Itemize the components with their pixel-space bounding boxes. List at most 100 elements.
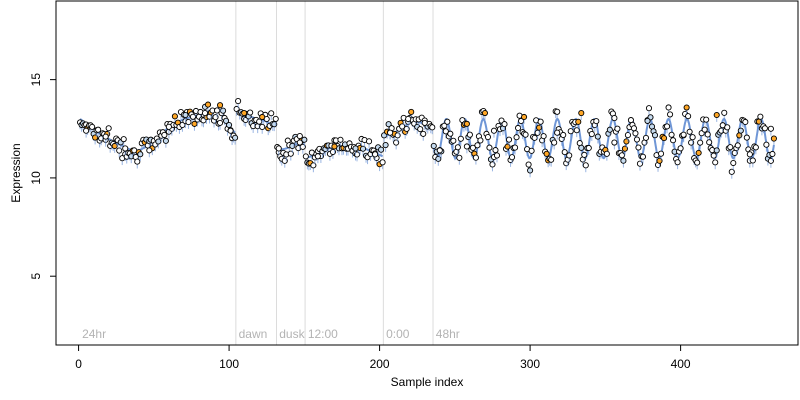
data-point [525,161,532,168]
data-point [259,113,266,121]
data-point [752,144,759,151]
data-point [566,152,573,159]
data-point [301,136,308,143]
data-point [651,132,659,139]
data-point [635,144,642,151]
data-point [593,118,600,125]
data-point [769,150,776,158]
data-point [155,138,162,145]
data-point [241,109,248,117]
data-point [763,141,770,148]
data-point [247,109,254,116]
data-point [668,131,675,138]
data-point [712,159,719,166]
data-point [554,129,561,136]
data-point [201,109,209,117]
data-point [171,113,178,120]
x-tick-label: 100 [219,357,239,371]
region-label: 24hr [82,327,106,341]
data-point [223,117,230,124]
data-point [379,159,386,166]
y-tick-label: 15 [29,73,43,87]
data-point [417,126,424,133]
data-point [447,130,454,137]
region-label: 12:00 [308,327,338,341]
x-tick-label: 200 [370,357,390,371]
data-point [630,125,637,132]
data-point [685,113,692,120]
data-point [680,131,687,138]
data-point [540,133,547,140]
data-point [515,124,522,132]
data-point [527,167,534,174]
data-point [560,131,567,139]
data-point [436,147,443,154]
data-point [385,121,392,128]
data-point [701,126,708,133]
data-point [677,145,684,152]
data-point [272,115,279,122]
data-point [105,125,112,132]
data-point [730,159,737,167]
data-point [670,137,677,144]
data-point [706,139,713,146]
data-point [469,144,476,151]
data-point [484,134,492,141]
data-point [165,123,172,130]
data-point [695,149,702,156]
plot-background [56,1,798,345]
data-point [116,147,123,154]
data-point [382,142,389,149]
data-point [639,153,647,160]
data-point [749,157,756,164]
data-point [359,145,367,152]
data-point [581,151,588,158]
data-point [614,125,621,132]
data-point [632,130,639,137]
region-label: 48hr [436,327,460,341]
data-point [757,113,764,120]
data-point [378,146,385,153]
data-point [296,139,303,146]
data-point [665,104,672,111]
data-point [185,119,192,126]
data-point [746,151,753,158]
data-point [770,135,777,142]
region-label: 0:00 [386,327,410,341]
data-point [492,147,499,154]
data-point [429,124,436,131]
data-point [618,152,625,159]
data-point [204,101,212,108]
region-dividers [235,1,434,345]
data-point [456,154,463,161]
data-point [522,131,529,138]
data-point [508,154,516,161]
data-point [686,128,693,135]
data-point [421,119,428,126]
data-point [399,123,406,130]
data-point [683,104,690,111]
data-point [259,123,266,130]
region-labels: 24hr dawn dusk 12:00 0:00 48hr [82,327,460,341]
data-point [405,115,412,122]
x-tick-label: 400 [671,357,691,371]
data-point [657,150,665,157]
data-point [235,98,242,105]
y-tick-label: 10 [29,171,43,185]
data-point [226,121,233,129]
data-point [430,142,437,149]
data-point [463,120,470,127]
data-point [713,147,720,154]
data-point [548,156,555,163]
data-point [567,128,574,135]
x-axis: 0 100 200 300 400 [75,344,691,371]
data-point [472,154,479,161]
data-point [611,115,618,122]
data-point [582,162,589,169]
data-point [642,134,650,141]
data-point [232,134,239,141]
data-point [734,142,741,149]
data-point [134,158,141,165]
data-point [331,143,338,150]
data-point [644,117,651,124]
